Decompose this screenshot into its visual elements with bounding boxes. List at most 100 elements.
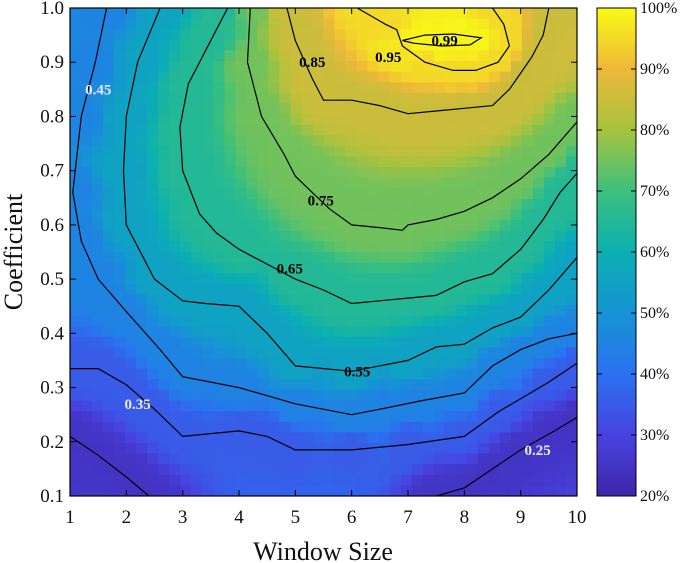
heatmap-cell	[433, 124, 446, 136]
heatmap-cell	[477, 421, 490, 433]
heatmap-cell	[510, 442, 523, 455]
heatmap-cell	[422, 82, 435, 94]
heatmap-cell	[477, 39, 490, 52]
heatmap-cell	[444, 177, 457, 189]
heatmap-cell	[521, 421, 534, 433]
heatmap-cell	[334, 156, 347, 168]
heatmap-cell	[389, 8, 402, 20]
heatmap-cell	[290, 358, 303, 370]
heatmap-cell	[455, 464, 468, 476]
heatmap-cell	[488, 421, 501, 433]
heatmap-cell	[444, 8, 457, 20]
heatmap-cell	[202, 283, 214, 296]
heatmap-cell	[422, 358, 435, 370]
heatmap-cell	[543, 453, 556, 465]
heatmap-cell	[246, 29, 258, 41]
heatmap-cell	[400, 262, 413, 274]
heatmap-cell	[532, 230, 545, 242]
heatmap-cell	[235, 29, 247, 41]
heatmap-cell	[444, 82, 457, 94]
heatmap-cell	[224, 230, 236, 242]
heatmap-cell	[202, 294, 214, 306]
heatmap-cell	[345, 124, 358, 136]
heatmap-cell	[158, 124, 170, 136]
heatmap-cell	[279, 124, 292, 136]
heatmap-cell	[235, 252, 247, 264]
heatmap-cell	[532, 411, 545, 423]
heatmap-cell	[279, 368, 292, 380]
heatmap-cell	[422, 220, 435, 232]
heatmap-cell	[488, 230, 501, 242]
heatmap-cell	[455, 92, 468, 105]
heatmap-cell	[224, 326, 236, 338]
heatmap-cell	[279, 305, 292, 317]
heatmap-cell	[532, 474, 545, 486]
heatmap-cell	[103, 145, 115, 158]
heatmap-cell	[565, 336, 577, 349]
heatmap-cell	[290, 198, 303, 211]
heatmap-cell	[510, 432, 523, 444]
heatmap-cell	[268, 389, 281, 402]
heatmap-cell	[422, 8, 435, 20]
heatmap-cell	[455, 61, 468, 73]
heatmap-cell	[169, 358, 181, 370]
heatmap-cell	[411, 156, 424, 168]
heatmap-cell	[565, 230, 577, 242]
heatmap-cell	[268, 442, 281, 455]
heatmap-cell	[356, 262, 369, 274]
heatmap-cell	[114, 411, 126, 423]
heatmap-cell	[477, 294, 490, 306]
heatmap-cell	[202, 135, 214, 147]
colorbar-tick-label: 50%	[640, 305, 669, 322]
heatmap-cell	[510, 421, 523, 433]
heatmap-cell	[158, 230, 170, 242]
heatmap-cell	[180, 421, 192, 433]
heatmap-cell	[532, 262, 545, 274]
heatmap-cell	[466, 262, 479, 274]
heatmap-cell	[268, 421, 281, 433]
heatmap-cell	[114, 464, 126, 476]
heatmap-cell	[411, 305, 424, 317]
heatmap-cell	[367, 198, 380, 211]
heatmap-cell	[389, 167, 402, 179]
x-tick-label: 3	[178, 507, 188, 528]
heatmap-cell	[180, 273, 192, 285]
heatmap-cell	[455, 50, 468, 62]
heatmap-cell	[543, 209, 556, 221]
heatmap-cell	[389, 177, 402, 189]
heatmap-cell	[444, 273, 457, 285]
heatmap-cell	[169, 347, 181, 359]
heatmap-cell	[92, 18, 104, 30]
heatmap-cell	[565, 326, 577, 338]
heatmap-cell	[411, 400, 424, 412]
heatmap-cell	[323, 368, 336, 380]
heatmap-cell	[367, 61, 380, 73]
heatmap-cell	[92, 135, 104, 147]
heatmap-cell	[136, 464, 148, 476]
heatmap-cell	[312, 389, 325, 402]
heatmap-cell	[114, 61, 126, 73]
heatmap-cell	[389, 209, 402, 221]
heatmap-cell	[81, 145, 93, 158]
heatmap-cell	[213, 262, 225, 274]
heatmap-cell	[422, 294, 435, 306]
heatmap-cell	[455, 82, 468, 94]
heatmap-cell	[81, 198, 93, 211]
heatmap-cell	[345, 464, 358, 476]
heatmap-cell	[147, 124, 159, 136]
heatmap-cell	[246, 145, 258, 158]
heatmap-cell	[290, 103, 303, 115]
heatmap-cell	[290, 411, 303, 423]
heatmap-cell	[521, 82, 534, 94]
heatmap-cell	[334, 432, 347, 444]
heatmap-cell	[345, 442, 358, 455]
heatmap-cell	[224, 358, 236, 370]
heatmap-cell	[356, 145, 369, 158]
heatmap-cell	[158, 283, 170, 296]
heatmap-cell	[554, 252, 567, 264]
heatmap-cell	[565, 198, 577, 211]
heatmap-cell	[92, 241, 104, 253]
heatmap-cell	[499, 453, 512, 465]
heatmap-cell	[455, 326, 468, 338]
heatmap-cell	[521, 103, 534, 115]
